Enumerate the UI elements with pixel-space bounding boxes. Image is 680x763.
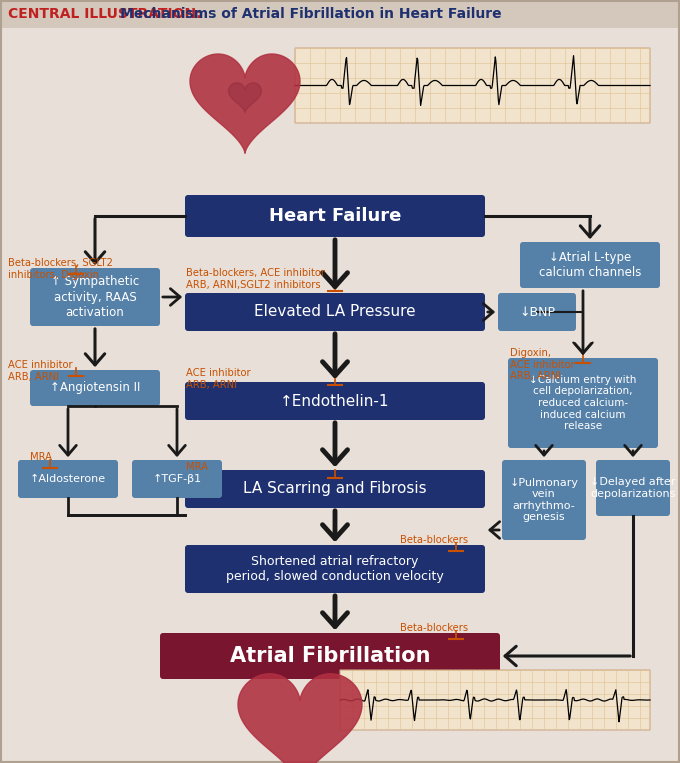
Text: ↑Aldosterone: ↑Aldosterone (30, 474, 106, 484)
Text: Digoxin,
ACE inhibitor
ARB, ARNI: Digoxin, ACE inhibitor ARB, ARNI (510, 348, 575, 382)
FancyBboxPatch shape (30, 268, 160, 326)
Text: ACE inhibitor
ARB, ARNI: ACE inhibitor ARB, ARNI (186, 368, 251, 390)
Text: Beta-blockers, SGLT2
inhibitors, Digoxin: Beta-blockers, SGLT2 inhibitors, Digoxin (8, 258, 113, 279)
FancyBboxPatch shape (340, 670, 650, 730)
Text: ↓Calcium entry with
cell depolarization,
reduced calcium-
induced calcium
releas: ↓Calcium entry with cell depolarization,… (529, 375, 636, 431)
Text: ↑Angiotensin II: ↑Angiotensin II (50, 382, 140, 394)
Text: Beta-blockers: Beta-blockers (400, 623, 468, 633)
FancyBboxPatch shape (160, 633, 500, 679)
Polygon shape (238, 674, 362, 763)
FancyBboxPatch shape (596, 460, 670, 516)
FancyBboxPatch shape (498, 293, 576, 331)
Text: Beta-blockers: Beta-blockers (400, 535, 468, 545)
FancyBboxPatch shape (185, 545, 485, 593)
FancyBboxPatch shape (0, 0, 680, 28)
Text: Heart Failure: Heart Failure (269, 207, 401, 225)
FancyBboxPatch shape (18, 460, 118, 498)
Text: ↓Delayed after
depolarizations: ↓Delayed after depolarizations (590, 477, 676, 499)
Text: ↓Pulmonary
vein
arrhythmo-
genesis: ↓Pulmonary vein arrhythmo- genesis (509, 478, 579, 523)
Polygon shape (228, 82, 262, 112)
FancyBboxPatch shape (295, 48, 650, 123)
FancyBboxPatch shape (185, 293, 485, 331)
Text: LA Scarring and Fibrosis: LA Scarring and Fibrosis (243, 481, 427, 497)
FancyBboxPatch shape (185, 382, 485, 420)
Text: Shortened atrial refractory
period, slowed conduction velocity: Shortened atrial refractory period, slow… (226, 555, 444, 583)
FancyBboxPatch shape (502, 460, 586, 540)
Text: Beta-blockers, ACE inhibitor
ARB, ARNI,SGLT2 inhibitors: Beta-blockers, ACE inhibitor ARB, ARNI,S… (186, 268, 325, 290)
FancyBboxPatch shape (520, 242, 660, 288)
Polygon shape (190, 54, 300, 153)
Text: ↓Atrial L-type
calcium channels: ↓Atrial L-type calcium channels (539, 251, 641, 279)
FancyBboxPatch shape (185, 195, 485, 237)
Text: Elevated LA Pressure: Elevated LA Pressure (254, 304, 415, 320)
Text: ↓BNP: ↓BNP (519, 305, 555, 318)
Text: ACE inhibitor
ARB, ARNI: ACE inhibitor ARB, ARNI (8, 360, 73, 382)
Text: Mechanisms of Atrial Fibrillation in Heart Failure: Mechanisms of Atrial Fibrillation in Hea… (8, 7, 502, 21)
FancyBboxPatch shape (508, 358, 658, 448)
Text: MRA: MRA (186, 462, 208, 472)
Text: ↑TGF-β1: ↑TGF-β1 (152, 474, 201, 484)
FancyBboxPatch shape (132, 460, 222, 498)
Text: MRA: MRA (30, 452, 52, 462)
Text: ↑ Sympathetic
activity, RAAS
activation: ↑ Sympathetic activity, RAAS activation (51, 275, 139, 318)
FancyBboxPatch shape (30, 370, 160, 406)
Text: CENTRAL ILLUSTRATION:: CENTRAL ILLUSTRATION: (8, 7, 202, 21)
FancyBboxPatch shape (185, 470, 485, 508)
Text: Atrial Fibrillation: Atrial Fibrillation (230, 646, 430, 666)
Text: ↑Endothelin-1: ↑Endothelin-1 (280, 394, 390, 408)
